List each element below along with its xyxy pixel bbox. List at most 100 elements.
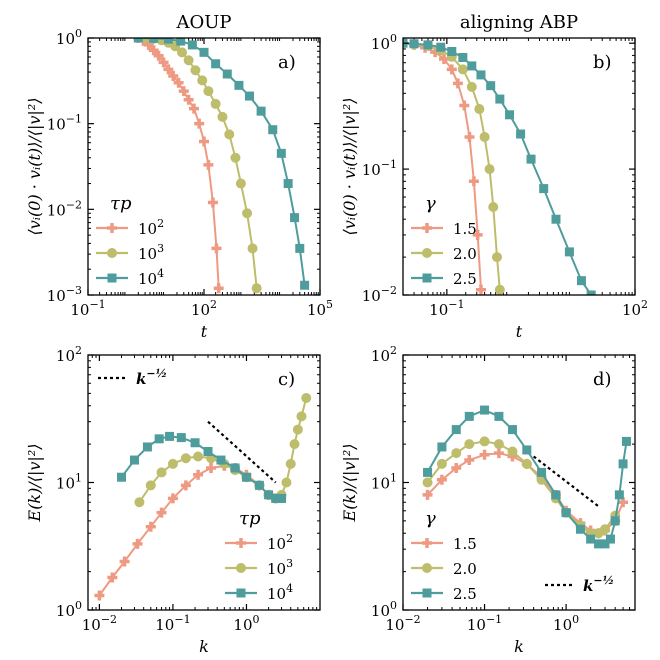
- data-point: [561, 508, 571, 518]
- data-point: [610, 516, 620, 526]
- data-point: [199, 47, 209, 57]
- data-point: [575, 524, 585, 534]
- data-point: [180, 453, 191, 464]
- y-axis-label: ⟨vᵢ(0) · vᵢ(t)⟩/⟨|v|²⟩: [340, 98, 359, 236]
- data-point: [216, 455, 226, 465]
- x-tick-label: 100: [233, 613, 259, 634]
- data-point: [526, 154, 536, 164]
- data-point: [466, 81, 477, 92]
- data-point: [224, 129, 235, 140]
- data-point: [464, 439, 475, 450]
- data-point: [107, 572, 118, 583]
- data-point: [235, 178, 246, 189]
- data-point: [451, 425, 461, 435]
- x-tick-label-exp: 5: [326, 298, 333, 311]
- panel-letter: c): [278, 369, 295, 390]
- x-tick-label: 102: [191, 298, 217, 319]
- data-point: [281, 477, 292, 488]
- data-point: [479, 436, 490, 447]
- x-tick-label-base: 10: [82, 616, 101, 634]
- data-point: [300, 280, 310, 290]
- data-point: [436, 42, 446, 52]
- data-point: [203, 159, 214, 170]
- legend-marker: [107, 223, 117, 233]
- data-point: [251, 283, 262, 294]
- data-point: [422, 477, 433, 488]
- data-point: [521, 458, 532, 469]
- data-point: [437, 442, 447, 452]
- legend-label-exp: 4: [157, 267, 164, 280]
- legend-marker: [236, 588, 246, 598]
- data-point: [491, 252, 502, 263]
- reference-slope-line: [532, 455, 600, 508]
- data-point: [474, 104, 485, 115]
- x-tick-label-base: 10: [155, 616, 174, 634]
- data-point: [203, 447, 213, 457]
- series-c-1: [134, 392, 312, 508]
- data-point: [458, 53, 468, 63]
- data-point: [296, 411, 307, 422]
- panel-letter: d): [593, 369, 612, 390]
- data-point: [586, 534, 596, 544]
- data-point: [168, 71, 179, 82]
- data-point: [493, 439, 504, 450]
- x-tick-label-base: 10: [622, 301, 641, 319]
- data-point: [271, 493, 281, 503]
- data-point: [207, 197, 218, 208]
- y-tick-label-base: 10: [56, 475, 75, 493]
- data-point: [230, 463, 240, 473]
- data-point: [268, 125, 278, 135]
- data-point: [173, 77, 184, 88]
- y-axis-label: E(k)/⟨|v|²⟩: [25, 444, 44, 523]
- data-point: [618, 459, 628, 469]
- data-point: [495, 94, 505, 104]
- legend-label: 1.5: [453, 220, 477, 238]
- legend-label: 2.5: [453, 585, 477, 603]
- panel-d: 10−2 10−1 100100101102kE(k)/⟨|v|²⟩d)γ1.52.…: [340, 344, 636, 656]
- legend-label: 104: [267, 582, 293, 603]
- x-tick-label: 100: [553, 613, 579, 634]
- data-point: [211, 243, 222, 254]
- data-point: [142, 442, 152, 452]
- data-point: [423, 40, 433, 50]
- data-point: [422, 489, 433, 500]
- y-tick-label-base: 10: [371, 35, 390, 53]
- data-point: [165, 431, 175, 441]
- y-tick-label-exp: 0: [75, 27, 82, 40]
- data-point: [178, 86, 189, 97]
- y-tick-label-base: 10: [371, 475, 390, 493]
- x-axis-label: k: [199, 637, 209, 656]
- x-tick-label: 10−1: [467, 613, 502, 634]
- data-point: [516, 129, 526, 139]
- data-point: [488, 202, 499, 213]
- legend-label-exp: 3: [157, 242, 164, 255]
- y-tick-label-base: 10: [47, 287, 66, 305]
- data-point: [537, 467, 547, 477]
- legend-label: 103: [138, 242, 164, 263]
- data-point: [176, 433, 186, 443]
- axes-frame: [402, 37, 636, 296]
- data-point: [211, 59, 221, 69]
- data-point: [452, 78, 463, 89]
- data-point: [203, 86, 214, 97]
- legend-label: 102: [138, 217, 164, 238]
- data-point: [153, 50, 164, 61]
- series-b-1: [403, 38, 505, 295]
- x-tick-label-exp: −1: [89, 298, 105, 311]
- legend-label-exp: 4: [286, 582, 293, 595]
- data-point: [290, 213, 300, 223]
- data-point: [451, 462, 462, 473]
- legend-label: 103: [267, 557, 293, 578]
- legend-label: 2.0: [453, 560, 477, 578]
- data-point: [457, 64, 468, 75]
- x-tick-label-base: 10: [467, 616, 486, 634]
- data-point: [154, 434, 164, 444]
- legend: γ 1.5 2.0 2.5: [411, 193, 477, 288]
- data-point: [158, 57, 169, 68]
- legend-marker: [422, 248, 432, 258]
- panel-c: 10−2 10−1 100100101102kE(k)/⟨|v|²⟩c)τp1021…: [25, 344, 321, 656]
- data-point: [594, 539, 604, 549]
- y-tick-label: 100: [371, 32, 397, 53]
